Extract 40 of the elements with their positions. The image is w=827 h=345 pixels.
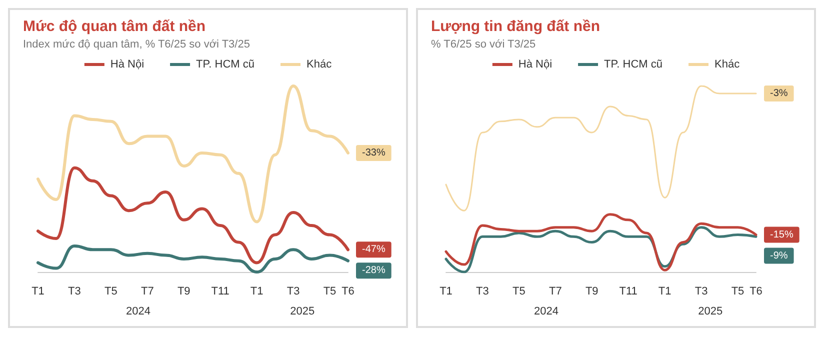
x-tick-label: T5 — [731, 286, 744, 298]
x-tick-label: T5 — [512, 286, 526, 298]
annotation: -3% — [770, 88, 788, 99]
legend-label: Hà Nội — [110, 58, 144, 70]
legend-label: Khác — [306, 58, 332, 70]
legend-label: Hà Nội — [518, 58, 552, 70]
x-tick-label: T3 — [476, 286, 489, 298]
chart-title: Mức độ quan tâm đất nền — [23, 18, 206, 35]
text: 2024 — [126, 306, 151, 318]
x-tick-label: T9 — [585, 286, 598, 298]
x-tick-label: T7 — [140, 286, 154, 298]
x-tick-label: T3 — [68, 286, 81, 298]
x-tick-label: T7 — [548, 286, 562, 298]
x-tick-label: T1 — [658, 286, 672, 298]
chart-subtitle: % T6/25 so với T3/25 — [431, 38, 536, 50]
x-tick-label: T1 — [250, 286, 264, 298]
annotation: -28% — [362, 265, 386, 276]
x-tick-label: T6 — [750, 286, 762, 298]
x-tick-label: T5 — [323, 286, 336, 298]
x-tick-label: T11 — [619, 286, 638, 298]
annotation: -47% — [362, 244, 386, 256]
x-tick-label: T5 — [104, 286, 118, 298]
x-tick-label: T6 — [342, 286, 354, 298]
legend-label: TP. HCM cũ — [604, 58, 663, 70]
x-tick-label: T3 — [286, 286, 300, 298]
text: 2025 — [290, 306, 315, 318]
chart-title: Lượng tin đăng đất nền — [431, 18, 600, 35]
annotation: -15% — [770, 229, 794, 240]
legend-label: Khác — [714, 58, 740, 70]
x-tick-label: T1 — [440, 286, 452, 298]
x-tick-label: T11 — [211, 286, 230, 298]
x-tick-label: T3 — [694, 286, 708, 298]
text: 2024 — [534, 306, 559, 318]
annotation: -33% — [362, 147, 386, 158]
x-tick-label: T1 — [32, 286, 44, 298]
chart-subtitle: Index mức độ quan tâm, % T6/25 so với T3/25 — [23, 38, 250, 50]
annotation: -9% — [770, 250, 788, 262]
text: 2025 — [698, 306, 723, 318]
legend-label: TP. HCM cũ — [196, 58, 255, 70]
x-tick-label: T9 — [177, 286, 190, 298]
